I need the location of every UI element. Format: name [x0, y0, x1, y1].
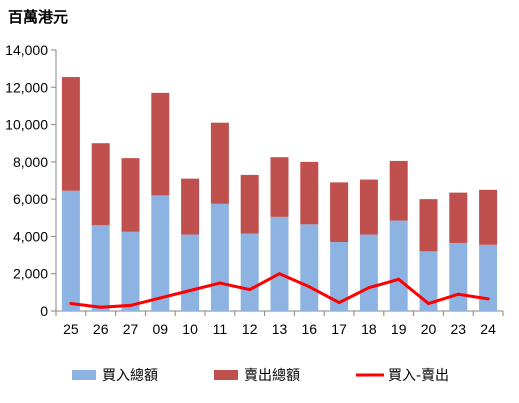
line-point — [367, 286, 371, 290]
bar-sell-total — [240, 174, 259, 234]
legend-label: 買入-賣出 — [388, 368, 449, 384]
line-point — [99, 305, 103, 309]
line-point — [307, 285, 311, 289]
bar-sell-total — [330, 182, 349, 243]
bar-buy-total — [419, 251, 438, 311]
x-tick-label: 11 — [213, 321, 228, 337]
x-tick-label: 18 — [361, 321, 377, 337]
x-tick-label: 26 — [93, 321, 109, 337]
y-tick-label: 6,000 — [13, 191, 48, 207]
bar-buy-total — [330, 242, 349, 311]
x-tick-label: 20 — [421, 321, 437, 337]
x-tick-label: 16 — [302, 321, 318, 337]
bar-sell-total — [151, 92, 170, 196]
bar-sell-total — [389, 160, 408, 221]
legend-swatch — [72, 370, 96, 380]
bar-sell-total — [91, 143, 110, 226]
legend: 買入總額 賣出總額 買入-賣出 — [72, 367, 449, 384]
line-point — [278, 272, 281, 276]
y-tick-label: 2,000 — [13, 266, 48, 282]
bar-buy-total — [181, 234, 200, 311]
bar-sell-total — [61, 77, 80, 191]
bar-sell-total — [210, 122, 229, 204]
y-tick-label: 4,000 — [13, 228, 48, 244]
x-tick-label: 19 — [391, 321, 407, 337]
bar-buy-total — [300, 224, 319, 311]
y-tick-label: 8,000 — [13, 154, 48, 170]
line-point — [486, 297, 490, 301]
y-tick-label: 10,000 — [5, 117, 48, 133]
line-point — [69, 302, 73, 306]
legend-swatch — [214, 370, 238, 380]
bar-sell-total — [359, 179, 378, 235]
bar-sell-total — [449, 192, 468, 243]
legend-label: 買入總額 — [102, 367, 158, 384]
bar-buy-total — [359, 234, 378, 311]
bar-sell-total — [181, 178, 200, 235]
line-point — [456, 292, 460, 296]
legend-label: 賣出總額 — [244, 367, 300, 384]
x-tick-label: 12 — [242, 321, 258, 337]
line-point — [248, 288, 252, 292]
bar-sell-total — [419, 199, 438, 252]
line-point — [129, 303, 132, 307]
line-point — [188, 288, 192, 292]
x-tick-label: 10 — [182, 321, 198, 337]
x-tick-label: 23 — [451, 321, 467, 337]
x-tick-label: 25 — [63, 321, 79, 337]
y-tick-label: 12,000 — [5, 79, 48, 95]
line-point — [218, 281, 222, 285]
bar-buy-total — [389, 220, 408, 311]
x-tick-label: 09 — [153, 321, 169, 337]
bar-sell-total — [121, 158, 140, 232]
bar-sell-total — [270, 157, 289, 217]
plot-area: 0 2,000 4,000 6,000 8,000 10,000 12,000 14,000 2… — [5, 42, 504, 337]
bar-buy-total — [449, 242, 468, 311]
line-point — [337, 301, 341, 305]
bar-buy-total — [91, 225, 110, 311]
y-tick-label: 0 — [40, 303, 48, 319]
bar-buy-total — [151, 195, 170, 311]
bar-buy-total — [479, 244, 498, 311]
bar-buy-total — [210, 203, 229, 311]
line-point — [397, 277, 401, 281]
bar-buy-total — [270, 216, 289, 311]
x-tick-label: 27 — [123, 321, 139, 337]
bar-buy-total — [61, 190, 80, 311]
line-point — [158, 296, 162, 300]
x-tick-label: 13 — [272, 321, 288, 337]
x-tick-label: 24 — [480, 321, 496, 337]
chart-title: 百萬港元 — [8, 8, 69, 26]
bar-sell-total — [479, 189, 498, 245]
bar-buy-total — [121, 231, 140, 311]
bar-buy-total — [240, 233, 259, 311]
bar-sell-total — [300, 161, 319, 225]
x-tick-label: 17 — [331, 321, 347, 337]
line-point — [427, 302, 430, 306]
y-tick-label: 14,000 — [5, 42, 48, 58]
